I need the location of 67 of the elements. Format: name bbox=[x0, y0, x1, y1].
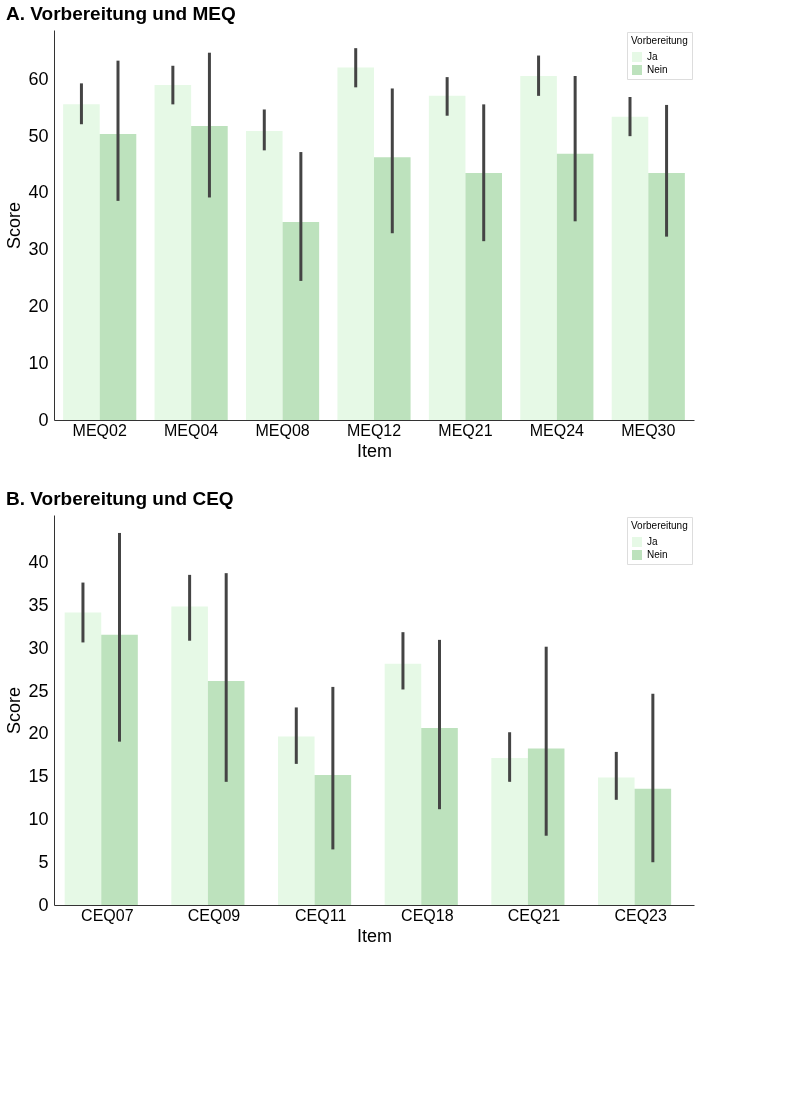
bar bbox=[64, 612, 102, 905]
bar bbox=[598, 777, 635, 905]
bar bbox=[278, 736, 315, 905]
y-axis-title: Score bbox=[4, 201, 25, 250]
x-tick-label: CEQ23 bbox=[614, 906, 667, 924]
x-tick-label: MEQ02 bbox=[72, 421, 127, 439]
chart-title: A. Vorbereitung und MEQ bbox=[5, 3, 236, 24]
y-tick-label: 5 bbox=[38, 851, 49, 872]
y-tick-label: 20 bbox=[28, 723, 49, 744]
bar bbox=[611, 116, 649, 420]
y-tick-label: 40 bbox=[28, 182, 49, 203]
bar bbox=[99, 133, 137, 420]
x-tick-label: CEQ11 bbox=[295, 906, 347, 924]
bar bbox=[191, 125, 228, 420]
bar bbox=[556, 153, 594, 420]
bar bbox=[171, 606, 208, 905]
y-tick-label: 20 bbox=[28, 295, 49, 316]
y-axis-title: Score bbox=[4, 686, 25, 735]
legend-label: Ja bbox=[647, 536, 658, 547]
y-tick-label: 40 bbox=[28, 552, 49, 573]
bar bbox=[384, 663, 422, 905]
y-tick-label: 50 bbox=[28, 125, 49, 146]
bar bbox=[101, 634, 138, 905]
y-tick-label: 30 bbox=[28, 239, 49, 260]
legend-title: Vorbereitung bbox=[631, 520, 688, 531]
x-tick-label: CEQ09 bbox=[187, 906, 241, 924]
bar bbox=[491, 757, 528, 905]
bar bbox=[207, 680, 245, 905]
x-tick-label: MEQ30 bbox=[621, 421, 676, 439]
legend-label: Nein bbox=[647, 64, 668, 75]
x-tick-label: MEQ08 bbox=[255, 421, 310, 439]
x-axis-title: Item bbox=[356, 440, 393, 461]
bar bbox=[246, 131, 283, 420]
x-tick-label: MEQ12 bbox=[346, 421, 402, 439]
bar bbox=[527, 748, 565, 905]
x-tick-label: CEQ21 bbox=[507, 906, 561, 924]
y-tick-label: 30 bbox=[28, 637, 49, 658]
bar bbox=[634, 788, 672, 905]
x-tick-label: MEQ04 bbox=[164, 421, 219, 439]
y-tick-label: 10 bbox=[28, 808, 49, 829]
x-axis-title: Item bbox=[356, 925, 393, 946]
y-tick-label: 15 bbox=[28, 766, 49, 787]
legend-label: Ja bbox=[647, 51, 658, 62]
bar bbox=[337, 67, 374, 420]
bar bbox=[282, 221, 320, 420]
legend-label: Nein bbox=[647, 549, 668, 560]
y-tick-label: 25 bbox=[28, 680, 49, 701]
x-tick-label: MEQ24 bbox=[529, 421, 585, 439]
x-tick-label: MEQ21 bbox=[438, 421, 493, 439]
bar bbox=[314, 775, 352, 905]
bar bbox=[63, 104, 100, 420]
x-tick-label: CEQ07 bbox=[81, 906, 134, 924]
bar bbox=[154, 85, 192, 420]
bar bbox=[648, 173, 685, 420]
x-tick-label: CEQ18 bbox=[401, 906, 454, 924]
bar bbox=[465, 173, 502, 420]
bar bbox=[428, 95, 466, 420]
y-tick-label: 35 bbox=[28, 595, 49, 616]
y-tick-label: 60 bbox=[28, 68, 49, 89]
bar bbox=[421, 727, 458, 905]
y-tick-label: 0 bbox=[38, 894, 49, 915]
legend-title: Vorbereitung bbox=[631, 35, 688, 46]
bar bbox=[374, 157, 411, 420]
bar bbox=[520, 75, 557, 420]
y-tick-label: 0 bbox=[38, 409, 49, 430]
chart-title: B. Vorbereitung und CEQ bbox=[5, 488, 234, 509]
y-tick-label: 10 bbox=[28, 352, 49, 373]
